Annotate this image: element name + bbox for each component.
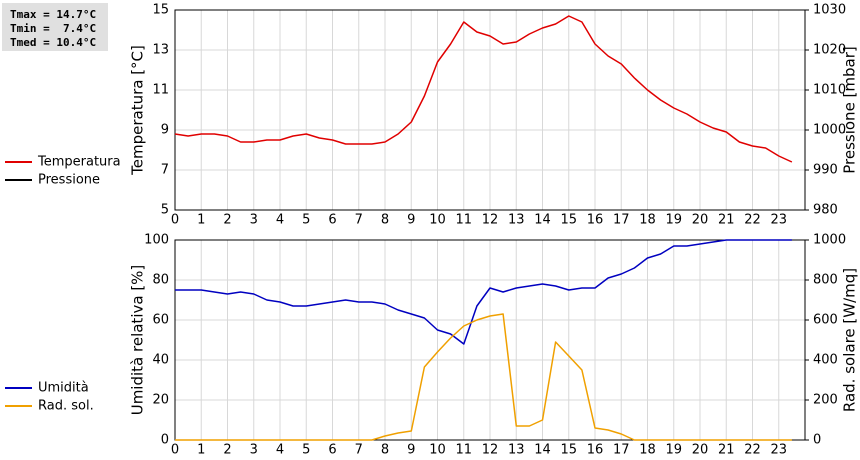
stat-line: Tmin = 7.4°C [10, 22, 96, 35]
y-tick-label: 100 [144, 233, 169, 248]
y-axis-title: Umidità relativa [%] [129, 265, 147, 416]
x-tick-label: 10 [429, 443, 446, 458]
x-tick-label: 0 [171, 213, 179, 228]
x-tick-label: 15 [560, 213, 577, 228]
y2-tick-label: 600 [813, 313, 838, 328]
y2-tick-label: 980 [813, 203, 838, 218]
y2-tick-label: 400 [813, 353, 838, 368]
x-tick-label: 18 [639, 443, 656, 458]
y2-axis-title: Pressione [mbar] [841, 46, 859, 174]
x-tick-label: 19 [665, 443, 682, 458]
y-tick-label: 0 [161, 433, 169, 448]
x-tick-label: 12 [482, 443, 499, 458]
y-tick-label: 20 [152, 393, 169, 408]
x-tick-label: 2 [223, 213, 231, 228]
x-tick-label: 3 [250, 443, 258, 458]
x-tick-label: 6 [328, 443, 336, 458]
x-tick-label: 4 [276, 213, 284, 228]
legend-label: Pressione [38, 173, 100, 188]
series-line [175, 239, 792, 345]
x-tick-label: 14 [534, 213, 551, 228]
x-tick-label: 12 [482, 213, 499, 228]
y-tick-label: 9 [161, 123, 169, 138]
stats-bg [2, 3, 108, 51]
y2-tick-label: 0 [813, 433, 821, 448]
y-tick-label: 80 [152, 273, 169, 288]
x-tick-label: 0 [171, 443, 179, 458]
x-tick-label: 21 [718, 443, 735, 458]
y2-axis-title: Rad. solare [W/mq] [841, 268, 859, 412]
y2-tick-label: 1000 [813, 233, 846, 248]
x-tick-label: 8 [381, 213, 389, 228]
x-tick-label: 16 [587, 213, 604, 228]
y-tick-label: 15 [152, 3, 169, 18]
y-tick-label: 11 [152, 83, 169, 98]
x-tick-label: 7 [355, 443, 363, 458]
x-tick-label: 20 [692, 213, 709, 228]
y-axis-title: Temperatura [°C] [129, 45, 147, 176]
stat-line: Tmax = 14.7°C [10, 8, 96, 21]
x-tick-label: 23 [770, 443, 787, 458]
x-tick-label: 3 [250, 213, 258, 228]
legend-label: Umidità [38, 381, 89, 396]
y2-tick-label: 1000 [813, 123, 846, 138]
plot-frame [174, 239, 806, 441]
x-tick-label: 9 [407, 443, 415, 458]
plot-frame [174, 9, 806, 211]
y2-tick-label: 800 [813, 273, 838, 288]
x-tick-label: 4 [276, 443, 284, 458]
x-tick-label: 15 [560, 443, 577, 458]
stats-box: Tmax = 14.7°C Tmin = 7.4°C Tmed = 10.4°C [2, 3, 108, 51]
y2-tick-label: 1030 [813, 3, 846, 18]
x-tick-label: 10 [429, 213, 446, 228]
x-tick-label: 20 [692, 443, 709, 458]
x-tick-label: 6 [328, 213, 336, 228]
x-tick-label: 22 [744, 443, 761, 458]
x-tick-label: 7 [355, 213, 363, 228]
x-tick-label: 13 [508, 213, 525, 228]
y-tick-label: 5 [161, 203, 169, 218]
legend-label: Rad. sol. [38, 399, 94, 414]
y-tick-label: 60 [152, 313, 169, 328]
x-tick-label: 1 [197, 213, 205, 228]
y-tick-label: 7 [161, 163, 169, 178]
y2-tick-label: 990 [813, 163, 838, 178]
x-tick-label: 16 [587, 443, 604, 458]
y2-tick-label: 1010 [813, 83, 846, 98]
x-tick-label: 23 [770, 213, 787, 228]
x-tick-label: 13 [508, 443, 525, 458]
y2-tick-label: 200 [813, 393, 838, 408]
x-tick-label: 17 [613, 443, 630, 458]
y-tick-label: 13 [152, 43, 169, 58]
x-tick-label: 5 [302, 443, 310, 458]
x-tick-label: 21 [718, 213, 735, 228]
x-tick-label: 22 [744, 213, 761, 228]
series-line [175, 313, 792, 441]
x-tick-label: 5 [302, 213, 310, 228]
x-tick-label: 17 [613, 213, 630, 228]
x-tick-label: 2 [223, 443, 231, 458]
x-tick-label: 1 [197, 443, 205, 458]
x-tick-label: 9 [407, 213, 415, 228]
stat-line: Tmed = 10.4°C [10, 36, 96, 49]
x-tick-label: 8 [381, 443, 389, 458]
legend-label: Temperatura [37, 155, 121, 170]
x-tick-label: 11 [455, 443, 472, 458]
y-tick-label: 40 [152, 353, 169, 368]
x-tick-label: 11 [455, 213, 472, 228]
y2-tick-label: 1020 [813, 43, 846, 58]
x-tick-label: 14 [534, 443, 551, 458]
x-tick-label: 18 [639, 213, 656, 228]
x-tick-label: 19 [665, 213, 682, 228]
series-line [174, 15, 793, 163]
